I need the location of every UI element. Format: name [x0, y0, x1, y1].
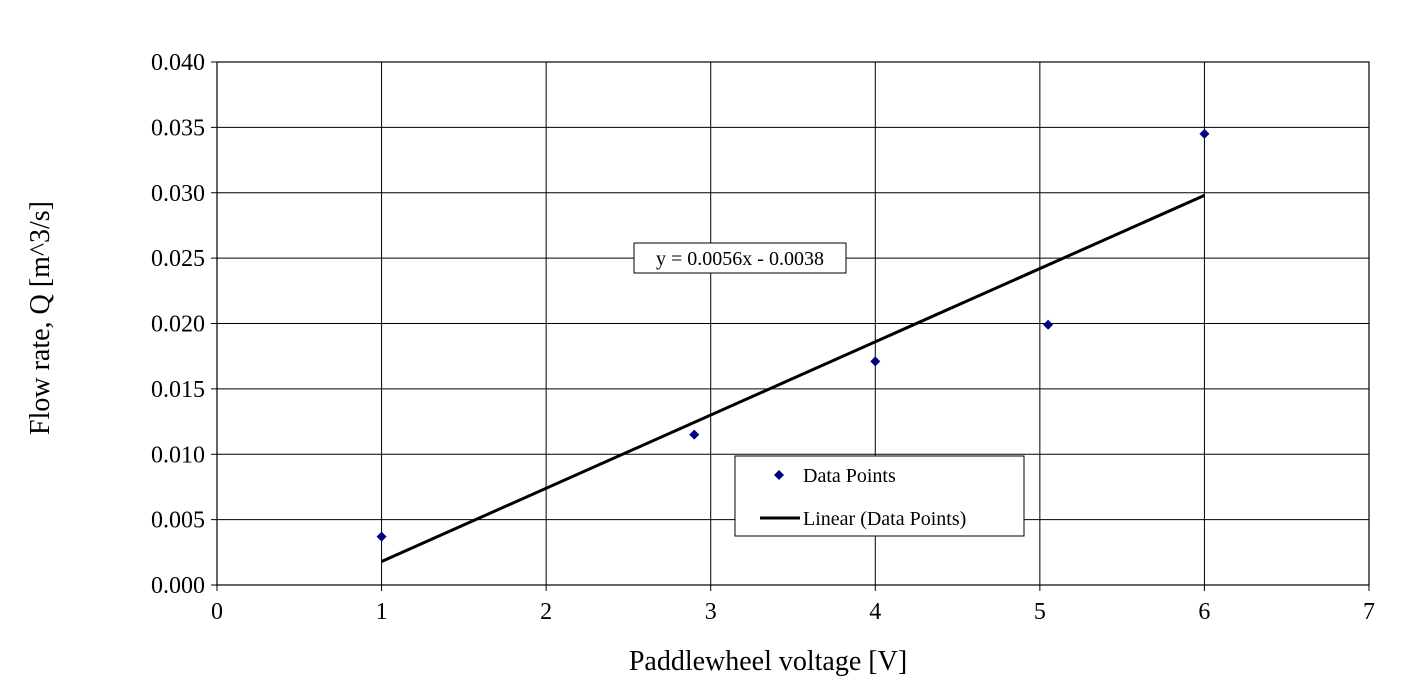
- equation-label-box: y = 0.0056x - 0.0038: [633, 242, 847, 274]
- x-tick-label: 5: [1034, 599, 1046, 625]
- legend: Data Points Linear (Data Points): [734, 455, 1025, 537]
- x-tick-label: 0: [211, 599, 223, 625]
- y-tick-label: 0.015: [151, 377, 205, 403]
- data-point: [376, 531, 387, 542]
- trendline: [380, 193, 1206, 563]
- y-tick-label: 0.025: [151, 246, 205, 272]
- legend-entry-linear: Linear (Data Points): [803, 508, 966, 530]
- x-tick-label: 1: [376, 599, 388, 625]
- y-tick-label: 0.035: [151, 115, 205, 141]
- x-tick-label: 4: [869, 599, 881, 625]
- y-tick-label: 0.010: [151, 442, 205, 468]
- y-tick-label: 0.000: [151, 573, 205, 599]
- legend-diamond-marker: [774, 470, 784, 480]
- legend-frame: [734, 455, 1025, 537]
- trendline-layer: [380, 193, 1206, 563]
- y-axis-label: Flow rate, Q [m^3/s]: [25, 201, 56, 435]
- equation-label: y = 0.0056x - 0.0038: [656, 248, 824, 270]
- x-tick-label: 3: [705, 599, 717, 625]
- data-point: [870, 356, 881, 367]
- x-tick-label: 7: [1363, 599, 1375, 625]
- x-axis-label: Paddlewheel voltage [V]: [629, 646, 907, 677]
- data-point: [689, 429, 700, 440]
- y-tick-label: 0.030: [151, 181, 205, 207]
- data-point: [1199, 128, 1210, 139]
- y-tick-label: 0.020: [151, 312, 205, 338]
- x-tick-label: 6: [1198, 599, 1210, 625]
- grid: [217, 62, 1369, 585]
- equation-label-frame: [633, 242, 847, 274]
- legend-entry-data-points: Data Points: [803, 465, 896, 487]
- y-tick-label: 0.040: [151, 50, 205, 76]
- y-axis-ticks: 0.000 0.005 0.010 0.015 0.020 0.025 0.030 0.035…: [151, 50, 217, 599]
- x-tick-label: 2: [540, 599, 552, 625]
- data-point: [1043, 319, 1054, 330]
- y-tick-label: 0.005: [151, 508, 205, 534]
- x-axis-ticks: 0 1 2 3 4 5 6 7: [211, 585, 1375, 625]
- data-points: [376, 128, 1210, 542]
